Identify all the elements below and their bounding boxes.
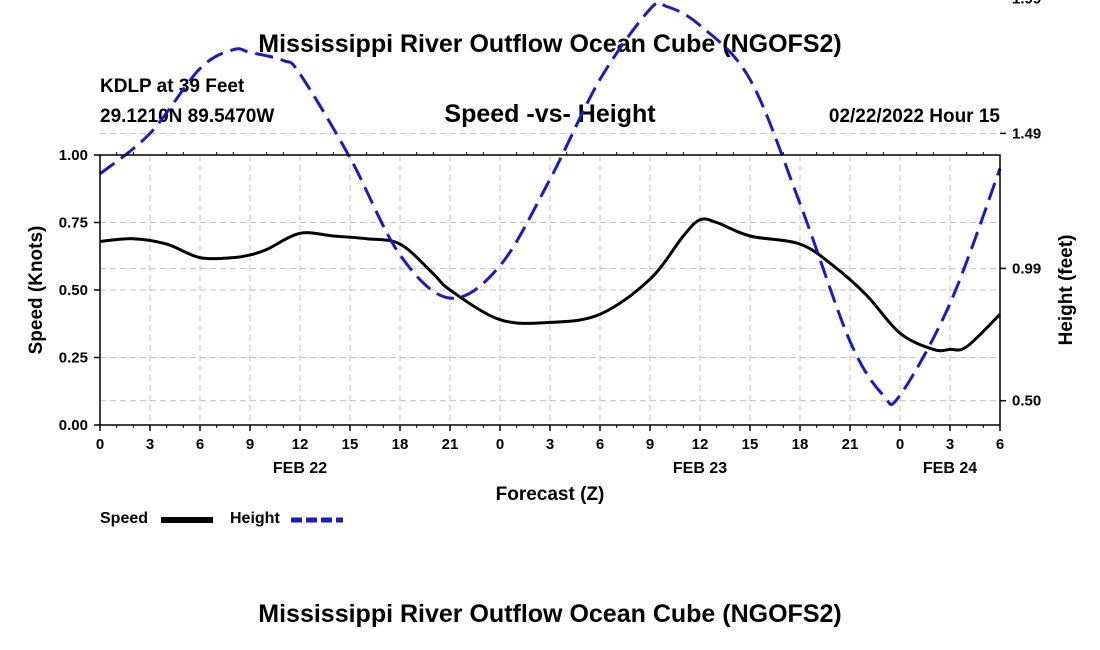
x-tick-label: 9 (246, 436, 254, 453)
date-label: FEB 24 (923, 460, 977, 477)
legend-height-label: Height (230, 510, 280, 527)
x-tick-label: 9 (646, 436, 654, 453)
y2-tick-label: 1.49 (1012, 125, 1041, 142)
y-tick-label: 0.25 (59, 350, 88, 367)
x-tick-label: 3 (546, 436, 554, 453)
x-axis-title: Forecast (Z) (496, 484, 605, 505)
footer-title: Mississippi River Outflow Ocean Cube (NG… (258, 600, 842, 628)
y-tick-label: 1.00 (59, 147, 88, 164)
y-tick-label: 0.00 (59, 417, 88, 434)
station-label: KDLP at 39 Feet (100, 76, 245, 97)
x-tick-label: 0 (896, 436, 904, 453)
x-tick-label: 15 (742, 436, 759, 453)
x-tick-label: 0 (96, 436, 104, 453)
x-tick-label: 6 (996, 436, 1004, 453)
grid-lines (100, 132, 1000, 425)
x-tick-label: 6 (196, 436, 204, 453)
x-tick-label: 3 (146, 436, 154, 453)
x-tick-label: 18 (392, 436, 409, 453)
x-tick-label: 6 (596, 436, 604, 453)
y2-tick-label: 0.50 (1012, 393, 1041, 410)
x-tick-label: 3 (946, 436, 954, 453)
station-coordinates: 29.1210N 89.5470W (100, 106, 275, 127)
x-tick-label: 0 (496, 436, 504, 453)
legend-speed-label: Speed (100, 510, 149, 527)
x-tick-label: 15 (342, 436, 359, 453)
y-axis-title: Speed (Knots) (26, 226, 47, 355)
date-label: FEB 22 (273, 460, 327, 477)
axes: 0 3 6 9 12 15 18 21 0 3 6 9 12 15 18 21 0 3 6 FEB 22 FEB 23 F… (59, 0, 1041, 477)
x-tick-label: 18 (792, 436, 809, 453)
x-tick-label: 21 (442, 436, 459, 453)
x-tick-label: 12 (692, 436, 709, 453)
y-tick-label: 0.75 (59, 215, 88, 232)
x-tick-label: 21 (842, 436, 859, 453)
chart-subtitle: Speed -vs- Height (444, 100, 656, 128)
y2-tick-label: 0.99 (1012, 260, 1041, 277)
height-series-line (99, 0, 1002, 406)
y2-tick-label: 1.99 (1012, 0, 1041, 7)
y2-axis-title: Height (feet) (1056, 235, 1077, 346)
date-label: FEB 23 (673, 460, 727, 477)
speed-series-line (99, 217, 1002, 353)
main-title: Mississippi River Outflow Ocean Cube (NG… (258, 30, 842, 58)
y-tick-label: 0.50 (59, 282, 88, 299)
x-tick-label: 12 (292, 436, 309, 453)
forecast-datetime: 02/22/2022 Hour 15 (828, 106, 1000, 127)
series-lines (99, 0, 1002, 406)
